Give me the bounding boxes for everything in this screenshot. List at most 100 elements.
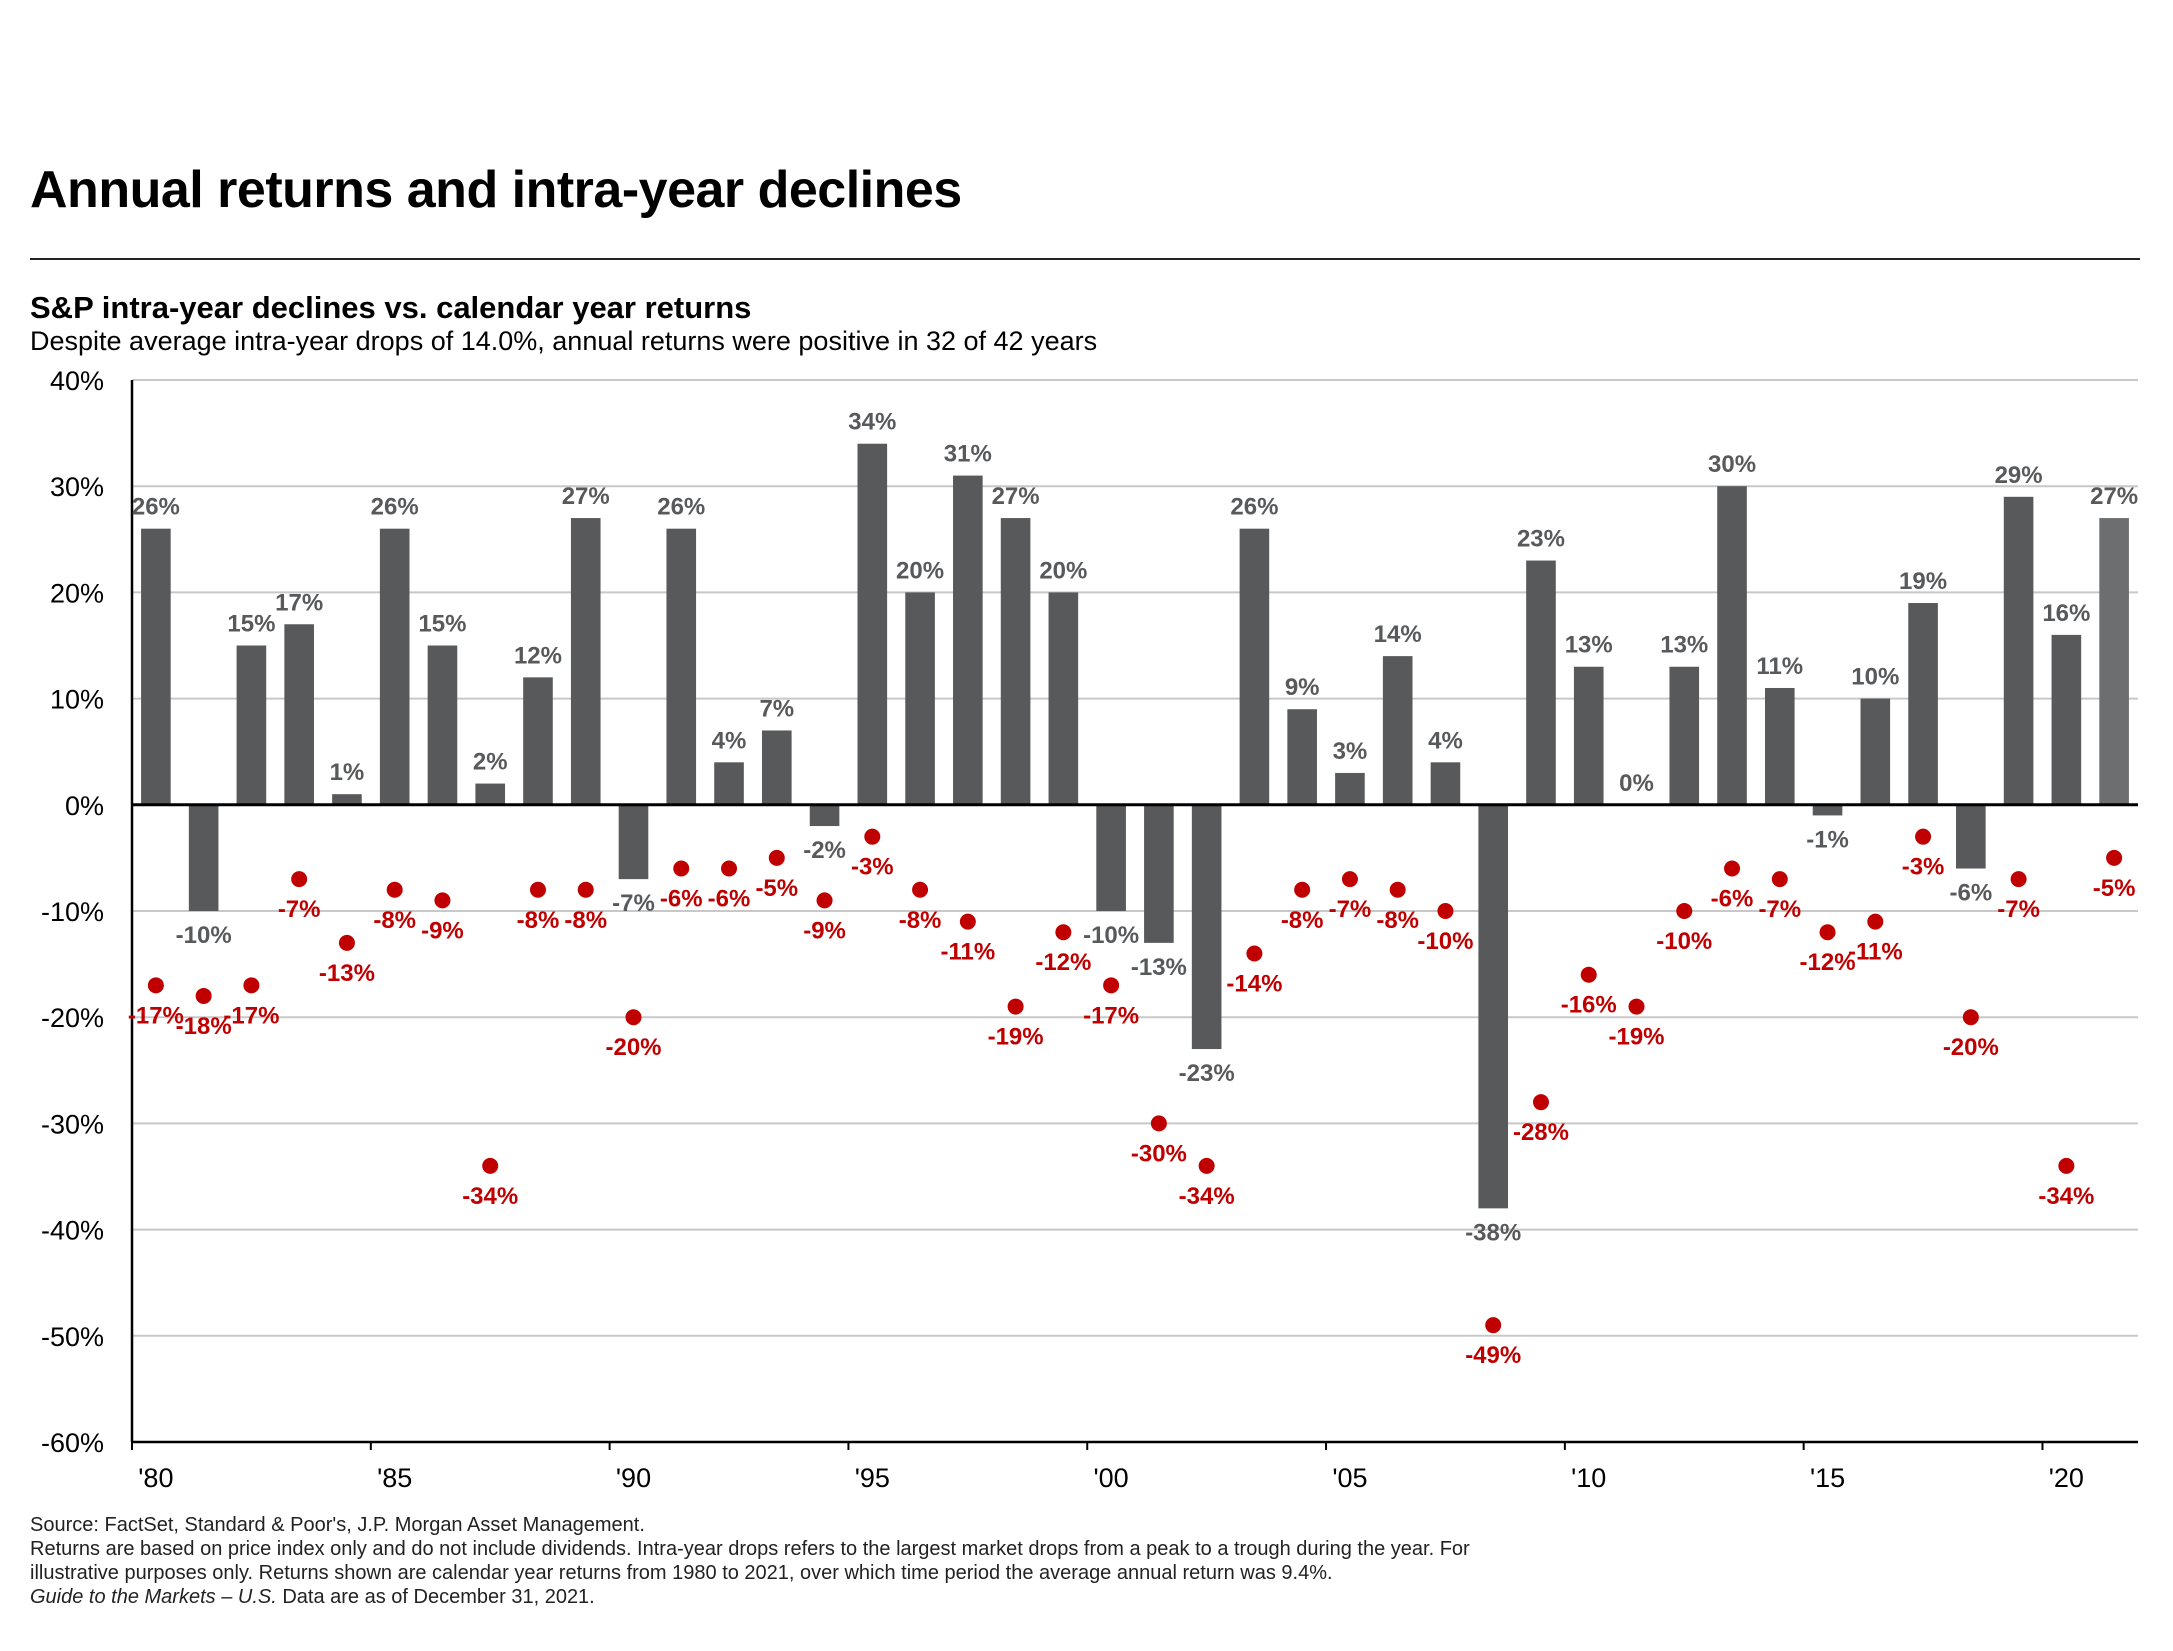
y-tick-label: -30% <box>41 1109 104 1139</box>
bar <box>379 528 410 805</box>
x-tick-label: '90 <box>616 1463 651 1493</box>
decline-dot <box>1724 860 1741 877</box>
decline-dot <box>1103 977 1120 994</box>
decline-value-label: -7% <box>1997 896 2040 923</box>
bar <box>666 528 697 805</box>
bar <box>475 783 506 805</box>
bar-value-label: 0% <box>1619 770 1654 797</box>
bar <box>1239 528 1270 805</box>
bar-value-label: 26% <box>371 494 419 521</box>
bar <box>1956 804 1986 869</box>
bar-value-label: 20% <box>1039 557 1087 584</box>
decline-value-label: -17% <box>1083 1002 1139 1029</box>
bar-value-label: 29% <box>1995 462 2043 489</box>
x-tick-label: '00 <box>1094 1463 1129 1493</box>
decline-dot <box>243 977 260 994</box>
chart-subtitle: S&P intra-year declines vs. calendar yea… <box>30 290 752 325</box>
decline-value-label: -34% <box>462 1183 518 1210</box>
bar <box>1812 804 1843 816</box>
bar <box>1717 486 1747 805</box>
y-tick-label: -40% <box>41 1216 104 1246</box>
bar <box>1908 603 1938 805</box>
decline-value-label: -8% <box>564 907 607 934</box>
bar <box>1526 560 1556 805</box>
bar <box>809 804 840 827</box>
decline-dot <box>1294 881 1311 898</box>
y-tick-label: -10% <box>41 897 104 927</box>
bar-value-label: -10% <box>176 922 232 949</box>
decline-value-label: -11% <box>1848 939 1903 966</box>
bar-value-label: 15% <box>418 611 466 638</box>
bar <box>332 794 362 805</box>
footnote-date: Data are as of December 31, 2021. <box>276 1586 595 1608</box>
bar <box>1764 687 1795 805</box>
bar <box>1048 592 1079 805</box>
decline-dot <box>1341 871 1358 888</box>
bar-value-label: 7% <box>759 695 794 722</box>
footnote: Source: FactSet, Standard & Poor's, J.P.… <box>30 1513 1470 1609</box>
x-tick-label: '80 <box>138 1463 173 1493</box>
decline-value-label: -8% <box>517 907 560 934</box>
bar-value-label: 17% <box>275 589 323 616</box>
decline-value-label: -6% <box>1711 886 1754 913</box>
decline-value-label: -8% <box>1376 907 1419 934</box>
decline-dot <box>1819 924 1836 941</box>
bar-value-label: 10% <box>1851 664 1899 691</box>
x-tick-label: '05 <box>1332 1463 1367 1493</box>
chart-description: Despite average intra-year drops of 14.0… <box>30 326 1098 356</box>
bar <box>761 730 792 805</box>
bar-value-label: 27% <box>562 483 610 510</box>
bar <box>1191 804 1222 1050</box>
bar <box>236 645 267 805</box>
decline-value-label: -12% <box>1035 949 1091 976</box>
bar-value-label: 26% <box>657 494 705 521</box>
bar-value-label: 11% <box>1756 653 1803 680</box>
bar <box>953 475 983 805</box>
decline-value-label: -34% <box>2038 1183 2094 1210</box>
decline-value-label: -12% <box>1800 949 1856 976</box>
footnote-note-2: illustrative purposes only. Returns show… <box>30 1562 1333 1584</box>
bar <box>1860 698 1891 805</box>
decline-dot <box>1055 924 1072 941</box>
bar-value-label: 2% <box>473 749 508 776</box>
bar-value-label: -7% <box>612 890 655 917</box>
bar <box>188 804 219 911</box>
bar-value-label: -23% <box>1179 1060 1235 1087</box>
y-tick-label: -60% <box>41 1428 104 1458</box>
bar <box>427 645 458 805</box>
x-tick-label: '85 <box>377 1463 412 1493</box>
footnote-source: Source: FactSet, Standard & Poor's, J.P.… <box>30 1514 645 1536</box>
decline-value-label: -28% <box>1513 1119 1569 1146</box>
bar-value-label: -2% <box>803 837 846 864</box>
decline-value-label: -20% <box>605 1034 661 1061</box>
bar <box>2051 634 2082 805</box>
decline-value-label: -8% <box>1281 907 1324 934</box>
bar-value-label: 9% <box>1285 674 1320 701</box>
bar-value-label: 26% <box>1230 494 1278 521</box>
decline-dot <box>577 881 594 898</box>
decline-dot <box>2058 1157 2075 1174</box>
decline-value-label: -3% <box>851 854 894 881</box>
bar <box>857 443 888 805</box>
x-tick-label: '15 <box>1810 1463 1845 1493</box>
bar-value-label: 14% <box>1374 621 1422 648</box>
bar-value-label: 3% <box>1333 738 1368 765</box>
bar-value-label: 27% <box>2090 483 2138 510</box>
decline-value-label: -6% <box>708 886 751 913</box>
bar <box>284 624 314 805</box>
title-divider <box>30 258 2140 260</box>
bar-value-label: 13% <box>1660 632 1708 659</box>
bar <box>714 762 744 805</box>
decline-value-label: -7% <box>278 896 321 923</box>
decline-value-label: -17% <box>223 1002 279 1029</box>
decline-value-label: -8% <box>373 907 416 934</box>
bar-value-label: -38% <box>1465 1219 1521 1246</box>
decline-dot <box>864 828 881 845</box>
bar <box>1430 762 1461 805</box>
bar-value-label: 23% <box>1517 526 1565 553</box>
decline-value-label: -5% <box>755 875 798 902</box>
decline-dot <box>1867 913 1884 930</box>
decline-dot <box>338 934 355 951</box>
y-tick-label: 40% <box>50 366 104 396</box>
bar-value-label: 16% <box>2042 600 2090 627</box>
